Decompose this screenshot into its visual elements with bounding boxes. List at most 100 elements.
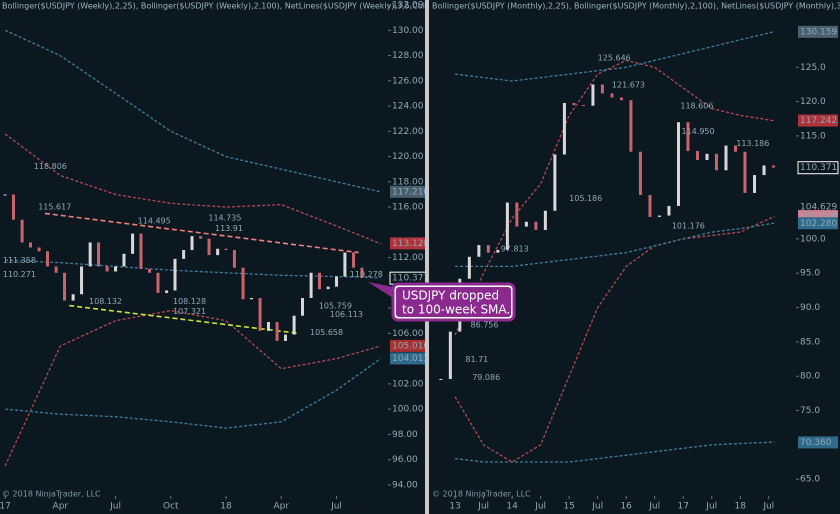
indicator-header: Bollinger($USDJPY (Monthly),2,25), Bolli… [432, 2, 840, 11]
price-annotation: 114.735 [208, 214, 241, 223]
x-tick-label: 13 [449, 502, 460, 512]
candle [553, 154, 557, 211]
price-annotation: 108.128 [173, 297, 206, 306]
candle [648, 194, 652, 217]
price-annotation: 118.606 [680, 102, 713, 111]
candle [638, 151, 642, 195]
x-tick-label: Jul [330, 502, 342, 512]
candle [335, 276, 339, 287]
candle [486, 245, 490, 253]
y-tick-label: 100.0 [800, 234, 826, 244]
candle [762, 165, 766, 176]
copyright: © 2018 NinjaTrader, LLC [432, 490, 531, 499]
x-tick-label: 18 [220, 502, 232, 512]
candle [20, 219, 24, 243]
candle [37, 247, 41, 252]
candle [3, 194, 7, 196]
price-annotation: 105.658 [310, 328, 343, 337]
candle [496, 249, 500, 253]
candle [448, 331, 452, 379]
price-annotation: 110.278 [350, 270, 383, 279]
x-tick-label: 18 [735, 502, 747, 512]
bollinger-band [4, 133, 381, 245]
x-tick-label: Jul [705, 502, 717, 512]
price-label: 103.326 [800, 212, 837, 222]
candle [97, 242, 101, 267]
candle [114, 266, 118, 272]
y-tick-label: 124.00 [392, 102, 424, 112]
candle [591, 84, 595, 106]
price-annotation: 97.813 [501, 244, 529, 253]
y-tick-label: 116.00 [392, 203, 424, 213]
x-tick-label: Oct [163, 502, 179, 512]
y-tick-label: 96.00 [392, 455, 418, 465]
callout-line: to 100-week SMA. [402, 303, 510, 317]
candle [629, 100, 633, 152]
price-label: 105.010 [392, 341, 429, 351]
y-tick-label: 128.00 [392, 51, 424, 61]
bollinger-band [455, 222, 775, 268]
x-tick-label: Jul [591, 502, 603, 512]
y-tick-label: 130.00 [392, 26, 424, 36]
callout-arrow [368, 282, 393, 298]
x-tick-label: 17 [677, 502, 688, 512]
bollinger-band [455, 441, 775, 463]
candle [11, 194, 15, 220]
y-tick-label: 94.00 [392, 480, 418, 490]
candle [300, 298, 304, 316]
price-annotation: 105.186 [569, 194, 602, 203]
price-label-box [390, 339, 425, 352]
candle [724, 145, 728, 171]
y-tick-label: 75.0 [800, 406, 820, 416]
candle [610, 93, 614, 98]
price-label: 117.210 [392, 187, 429, 197]
y-tick-label: 118.00 [392, 177, 424, 187]
price-label-box [798, 25, 838, 38]
price-annotation: 114.950 [682, 127, 715, 136]
callout-fill [396, 287, 511, 317]
price-label-box [390, 237, 425, 250]
candle [249, 298, 253, 300]
y-tick-label: 98.00 [392, 430, 418, 440]
candle [139, 233, 143, 269]
candle [80, 266, 84, 295]
candle [71, 294, 75, 301]
candle [477, 245, 481, 257]
price-annotation: 115.617 [38, 202, 71, 211]
x-tick-label: 16 [620, 502, 632, 512]
candle [224, 248, 228, 251]
x-tick-label: Jul [648, 502, 660, 512]
price-label: 110.371 [392, 274, 429, 284]
panel-divider [425, 0, 429, 514]
candle [505, 202, 509, 250]
price-annotation: 106.113 [330, 310, 363, 319]
price-annotation: 81.71 [465, 355, 488, 364]
candle [439, 378, 443, 380]
callout: USDJPY dropped to 100-week SMA. [368, 282, 516, 322]
y-tick-label: 112.00 [392, 253, 424, 263]
candle [686, 122, 690, 152]
price-annotation: 86.756 [470, 320, 498, 329]
x-tick-label: 15 [563, 502, 574, 512]
y-tick-label: 100.00 [392, 405, 424, 415]
candle [54, 266, 58, 273]
y-tick-label: 102.00 [392, 379, 424, 389]
y-tick-label: 90.0 [800, 303, 820, 313]
y-tick-label: 85.0 [800, 337, 820, 347]
price-label: 113.128 [392, 239, 429, 249]
y-tick-label: 120.00 [392, 152, 424, 162]
bollinger-band [454, 215, 775, 463]
candle [572, 102, 576, 106]
candle [28, 242, 32, 248]
price-label: 104.013 [392, 354, 429, 364]
candle [467, 256, 471, 279]
candle [543, 210, 547, 230]
candle [258, 298, 262, 331]
candle [524, 221, 528, 227]
x-tick-label: Apr [53, 502, 69, 512]
candle [88, 242, 92, 267]
candle [122, 253, 126, 267]
y-tick-label: 80.0 [800, 372, 820, 382]
candle [309, 272, 313, 299]
